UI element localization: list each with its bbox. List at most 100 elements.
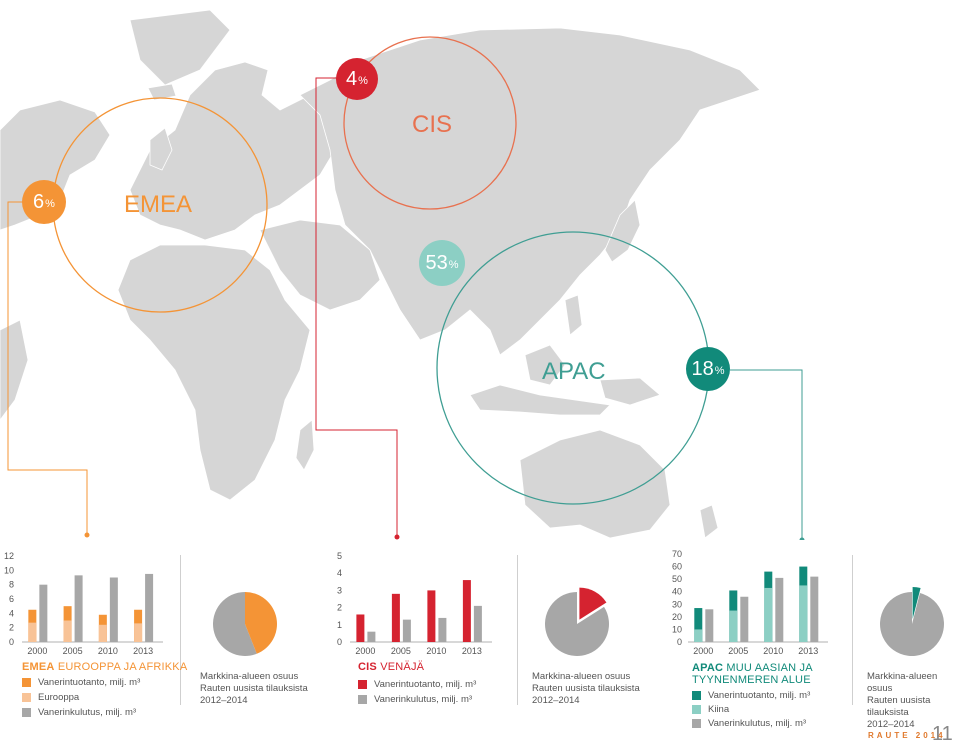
cis-leader-line (315, 77, 398, 537)
apac-y-tick: 40 (672, 587, 682, 597)
cis-bar-consumption (473, 605, 482, 642)
emea-bar-consumption (109, 577, 118, 642)
cis-bar-consumption (438, 617, 447, 642)
cis-share-caption: Markkina-alueen osuus Rauten uusista til… (532, 671, 640, 706)
apac-bar-subregion (764, 587, 773, 642)
legend-swatch (358, 680, 367, 689)
cis-y-tick: 4 (337, 568, 342, 578)
apac-bar-consumption (705, 609, 714, 642)
legend-swatch (358, 695, 367, 704)
emea-bar-subregion (63, 620, 72, 642)
apac-chart-title: APAC MUU AASIAN JA TYYNENMEREN ALUE (692, 662, 813, 686)
cis-bar-consumption (367, 631, 376, 642)
apac-y-tick: 10 (672, 624, 682, 634)
emea-leader-dot (84, 532, 90, 538)
cis-x-tick: 2005 (391, 646, 411, 656)
emea-share-value: 6 (33, 190, 45, 213)
other-share-value: 53 (425, 251, 448, 274)
other-share-unit: % (448, 259, 459, 271)
legend-swatch (692, 691, 701, 700)
emea-share-caption: Markkina-alueen osuus Rauten uusista til… (200, 671, 308, 706)
emea-y-tick: 0 (9, 637, 14, 647)
map-greenland (129, 9, 231, 86)
cis-share-unit: % (358, 75, 368, 87)
apac-x-tick: 2000 (693, 646, 713, 656)
map-middle-east (259, 219, 381, 311)
cis-region-label: CIS (412, 111, 453, 138)
cis-x-tick: 2000 (355, 646, 375, 656)
emea-bar-consumption (145, 573, 154, 642)
apac-leader-line (730, 369, 803, 540)
cis-y-tick: 0 (337, 637, 342, 647)
emea-legend-item: Eurooppa (22, 692, 79, 703)
map-new-zealand (699, 504, 719, 539)
apac-share-unit: % (714, 365, 725, 377)
emea-pie-share-slice (245, 592, 277, 654)
apac-bar-subregion (694, 629, 703, 642)
emea-share-unit: % (45, 198, 55, 210)
divider (180, 555, 181, 705)
apac-legend-item: Vanerintuotanto, milj. m³ (692, 690, 810, 701)
apac-bar-subregion (799, 585, 808, 642)
divider (517, 555, 518, 705)
cis-bar-production (427, 590, 436, 642)
apac-leader-dot (799, 537, 805, 540)
apac-legend-item: Vanerinkulutus, milj. m³ (692, 718, 806, 729)
apac-bar-production (694, 608, 703, 642)
emea-x-tick: 2013 (133, 646, 153, 656)
emea-pie-rest-slice (213, 592, 257, 656)
legend-swatch (22, 693, 31, 702)
cis-y-tick: 1 (337, 620, 342, 630)
cis-legend-item: Vanerintuotanto, milj. m³ (358, 679, 476, 690)
map-japan (604, 199, 641, 263)
cis-share-value: 4 (346, 67, 358, 90)
cis-bar-consumption (402, 619, 411, 642)
apac-y-tick: 30 (672, 599, 682, 609)
apac-share-caption: Markkina-alueen osuus Rauten uusista til… (867, 671, 938, 730)
apac-share-badge: 18% (686, 347, 730, 391)
emea-legend-item: Vanerinkulutus, milj. m³ (22, 707, 136, 718)
map-philippines (564, 294, 583, 336)
map-asia (299, 27, 761, 356)
cis-region-circle (343, 36, 517, 210)
map-new-guinea (599, 377, 661, 406)
cis-pie-share-slice (579, 587, 607, 620)
legend-swatch (692, 719, 701, 728)
cis-y-tick: 5 (337, 551, 342, 561)
apac-x-tick: 2005 (728, 646, 748, 656)
cis-chart-title: CIS VENÄJÄ (358, 661, 425, 673)
cis-bar-production (356, 614, 365, 642)
apac-y-tick: 50 (672, 574, 682, 584)
map-landmasses (0, 9, 761, 539)
world-map (0, 9, 805, 540)
emea-legend-item: Vanerintuotanto, milj. m³ (22, 677, 140, 688)
emea-y-tick: 2 (9, 623, 14, 633)
map-borneo (524, 344, 566, 386)
emea-bar-consumption (74, 575, 83, 642)
emea-x-tick: 2010 (98, 646, 118, 656)
apac-y-tick: 70 (672, 549, 682, 559)
cis-x-tick: 2010 (426, 646, 446, 656)
map-africa (117, 244, 311, 501)
map-iceland (147, 83, 177, 101)
emea-x-tick: 2005 (63, 646, 83, 656)
cis-bar-production (391, 593, 400, 642)
apac-x-tick: 2010 (763, 646, 783, 656)
apac-y-tick: 60 (672, 562, 682, 572)
map-south-america (0, 319, 29, 421)
emea-share-badge: 6% (22, 180, 66, 224)
apac-legend-item: Kiina (692, 704, 729, 715)
emea-chart-title: EMEA EUROOPPA JA AFRIKKA (22, 661, 188, 673)
emea-y-tick: 8 (9, 580, 14, 590)
apac-x-tick: 2013 (798, 646, 818, 656)
emea-bar-subregion (28, 622, 37, 642)
apac-region-label: APAC (542, 358, 606, 385)
apac-bar-consumption (810, 576, 819, 642)
apac-y-tick: 0 (677, 637, 682, 647)
cis-pie-rest-slice (545, 592, 609, 656)
apac-bar-subregion (729, 610, 738, 642)
divider (852, 555, 853, 705)
cis-bar-production (462, 580, 471, 642)
map-madagascar (295, 419, 315, 471)
